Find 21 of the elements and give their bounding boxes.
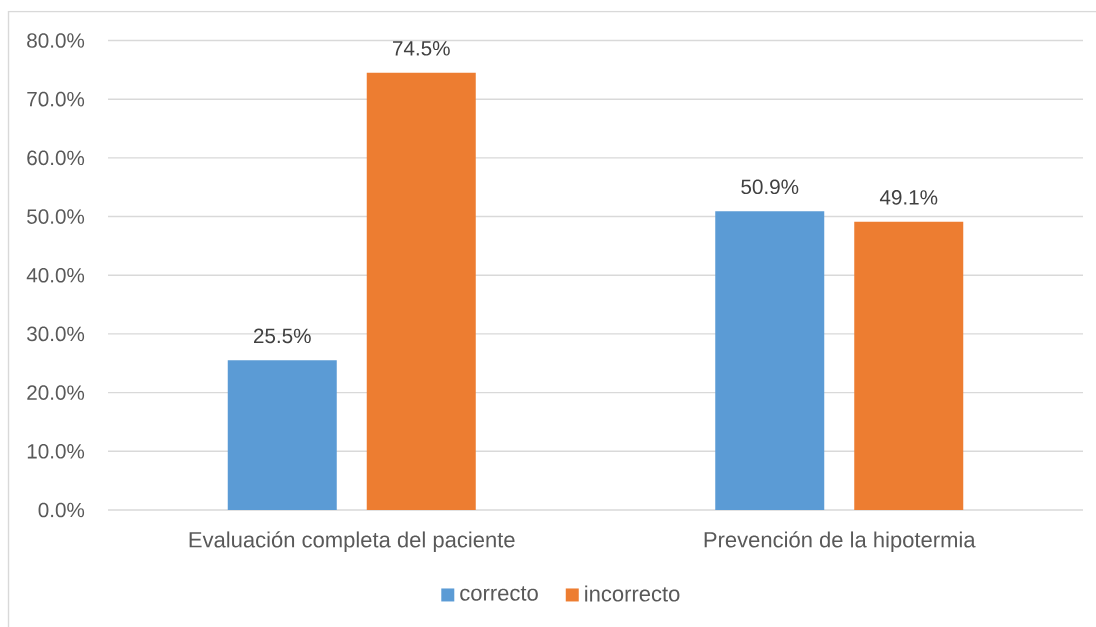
data-label: 49.1% <box>879 190 938 205</box>
x-tick-label: Prevención de la hipotermia <box>704 531 976 552</box>
legend-label: incorrecto <box>585 585 680 602</box>
y-tick-label: 70.0% <box>27 91 85 107</box>
y-tick-label: 80.0% <box>27 33 85 48</box>
bar <box>227 360 337 510</box>
bar <box>715 211 825 510</box>
data-label: 74.5% <box>393 41 450 56</box>
y-tick-label: 30.0% <box>27 326 85 342</box>
y-tick-label: 50.0% <box>27 209 85 224</box>
y-tick-label: 40.0% <box>26 267 85 283</box>
x-tick-label: Evaluación completa del paciente <box>189 531 515 552</box>
legend-label: correcto <box>460 586 538 601</box>
y-tick-label: 0.0% <box>38 502 85 518</box>
data-label: 50.9% <box>741 179 799 195</box>
y-tick-label: 10.0% <box>27 443 85 459</box>
bar <box>854 221 964 510</box>
y-tick-label: 20.0% <box>27 385 85 400</box>
y-tick-label: 60.0% <box>27 150 85 166</box>
bar <box>366 72 476 510</box>
data-label: 25.5% <box>254 328 311 344</box>
